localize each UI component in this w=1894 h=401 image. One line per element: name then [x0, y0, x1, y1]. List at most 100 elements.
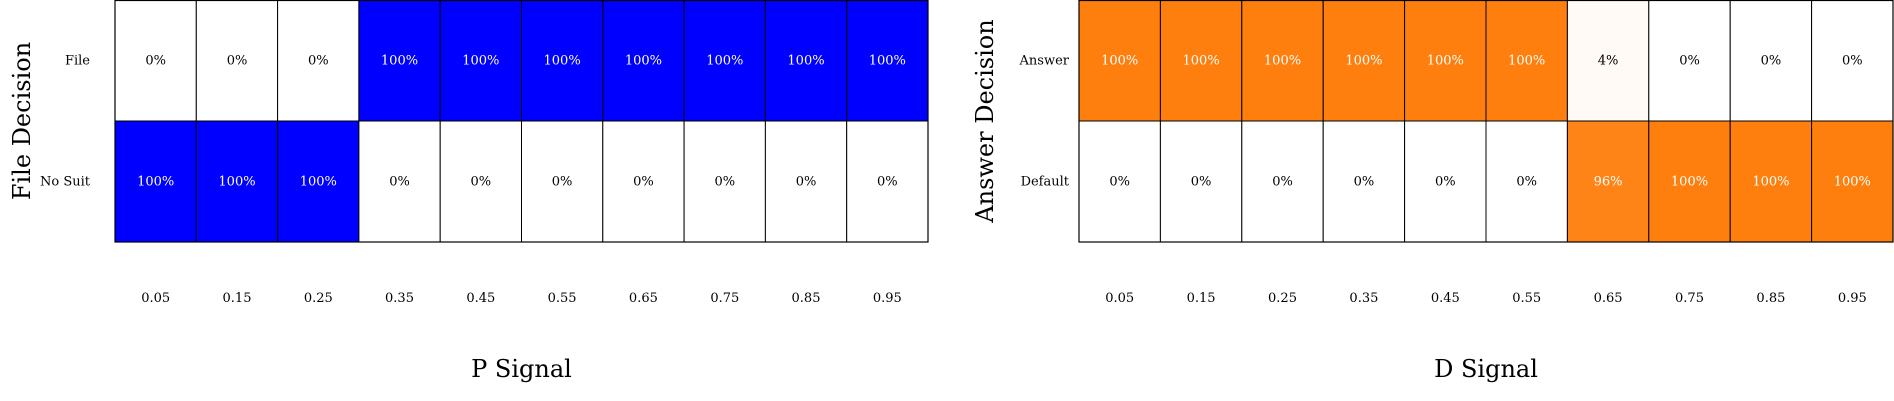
heatmap-cell	[1729, 120, 1813, 243]
cell-value-label: 100%	[1101, 54, 1138, 69]
cell-value-label: 100%	[544, 54, 581, 69]
heatmap-cell	[1485, 120, 1568, 243]
heatmap-border	[1078, 0, 1894, 243]
heatmap-cell	[1648, 0, 1731, 122]
cell-value-label: 0%	[796, 175, 817, 190]
row-label: No Suit	[40, 175, 91, 190]
x-tick-label: 0.15	[223, 291, 252, 306]
file-decision-heatmap: 0% 0% 0% 100% 100% 100% 100% 100% 100% 100% 100% 10…	[8, 0, 929, 383]
x-axis-label: P Signal	[471, 355, 572, 383]
heatmap-cell	[277, 0, 360, 122]
heatmap-cell	[358, 120, 441, 243]
heatmap-cell	[114, 0, 197, 122]
heatmap-cell	[1078, 0, 1161, 122]
cell-value-label: 100%	[706, 54, 743, 69]
cell-value-label: 0%	[308, 54, 329, 69]
cell-value-label: 0%	[633, 175, 654, 190]
cell-value-label: 100%	[787, 54, 824, 69]
y-axis-label: File Decision	[8, 42, 36, 200]
x-tick-label: 0.15	[1187, 291, 1216, 306]
x-tick-label: 0.45	[1431, 291, 1460, 306]
cell-value-label: 100%	[462, 54, 499, 69]
heatmap-cell	[1811, 120, 1894, 243]
cell-value-label: 0%	[1679, 54, 1700, 69]
heatmap-cell	[1566, 120, 1650, 243]
heatmap-cell	[1241, 0, 1324, 122]
cell-value-label: 0%	[1354, 175, 1375, 190]
heatmap-cell	[358, 0, 441, 122]
x-tick-label: 0.25	[304, 291, 333, 306]
x-tick-label: 0.05	[1105, 291, 1134, 306]
heatmap-cell	[1078, 120, 1161, 243]
answer-decision-heatmap: 100% 100% 100% 100% 100% 100% 4% 0% 0% 0% 0% 0% 0% 0%…	[971, 0, 1894, 383]
cell-value-label: 100%	[1834, 175, 1871, 190]
cell-value-label: 0%	[389, 175, 410, 190]
x-tick-label: 0.95	[873, 291, 902, 306]
heatmap-cell	[1811, 0, 1894, 122]
x-axis-label: D Signal	[1434, 355, 1538, 383]
cell-value-label: 0%	[1272, 175, 1293, 190]
cell-value-label: 100%	[625, 54, 662, 69]
heatmap-cell	[1485, 0, 1568, 122]
cell-value-label: 0%	[714, 175, 735, 190]
x-tick-label: 0.35	[385, 291, 414, 306]
row-label: Answer	[1019, 54, 1070, 69]
cell-value-label: 100%	[218, 175, 255, 190]
heatmap-cell	[114, 120, 197, 243]
cell-value-label: 0%	[877, 175, 898, 190]
heatmap-cell	[602, 0, 685, 122]
x-tick-label: 0.35	[1349, 291, 1378, 306]
cell-value-label: 0%	[1516, 175, 1537, 190]
heatmap-cell	[846, 120, 929, 243]
cell-value-label: 0%	[552, 175, 573, 190]
cell-value-label: 0%	[145, 54, 166, 69]
heatmap-cell	[521, 0, 604, 122]
heatmap-cell	[1729, 0, 1813, 122]
x-tick-label: 0.55	[1512, 291, 1541, 306]
cell-value-label: 4%	[1598, 54, 1619, 69]
row-label: File	[65, 54, 90, 69]
x-tick-label: 0.25	[1268, 291, 1297, 306]
heatmap-cell	[1159, 0, 1243, 122]
heatmap-cell	[1322, 0, 1406, 122]
cell-value-label: 100%	[1752, 175, 1789, 190]
cell-value-label: 0%	[470, 175, 491, 190]
heatmap-cell	[1566, 0, 1650, 122]
cell-value-label: 0%	[1761, 54, 1782, 69]
x-tick-label: 0.75	[710, 291, 739, 306]
heatmap-border	[114, 0, 929, 243]
cell-value-label: 0%	[1191, 175, 1212, 190]
cell-value-label: 100%	[1671, 175, 1708, 190]
heatmap-cell	[683, 0, 766, 122]
x-tick-label: 0.45	[466, 291, 495, 306]
cell-value-label: 100%	[1508, 54, 1545, 69]
x-tick-label: 0.05	[141, 291, 170, 306]
x-tick-label: 0.75	[1675, 291, 1704, 306]
cell-value-label: 100%	[1264, 54, 1301, 69]
cell-value-label: 100%	[1427, 54, 1464, 69]
heatmap-cell	[764, 120, 848, 243]
heatmap-cell	[764, 0, 848, 122]
heatmap-cell	[277, 120, 360, 243]
cell-value-label: 100%	[137, 175, 174, 190]
x-tick-label: 0.85	[1756, 291, 1785, 306]
x-tick-label: 0.65	[1594, 291, 1623, 306]
heatmap-cell	[846, 0, 929, 122]
heatmap-cell	[1322, 120, 1406, 243]
heatmap-cell	[439, 0, 523, 122]
cell-value-label: 96%	[1594, 175, 1623, 190]
cell-value-label: 100%	[1345, 54, 1382, 69]
x-tick-label: 0.95	[1838, 291, 1867, 306]
cell-value-label: 100%	[300, 175, 337, 190]
x-tick-label: 0.85	[792, 291, 821, 306]
heatmap-cell	[1241, 120, 1324, 243]
cell-value-label: 100%	[869, 54, 906, 69]
cell-value-label: 0%	[1842, 54, 1863, 69]
cell-value-label: 0%	[1109, 175, 1130, 190]
heatmap-cell	[195, 0, 279, 122]
heatmap-cell	[439, 120, 523, 243]
x-tick-label: 0.65	[629, 291, 658, 306]
y-axis-label: Answer Decision	[971, 19, 999, 223]
x-tick-label: 0.55	[548, 291, 577, 306]
